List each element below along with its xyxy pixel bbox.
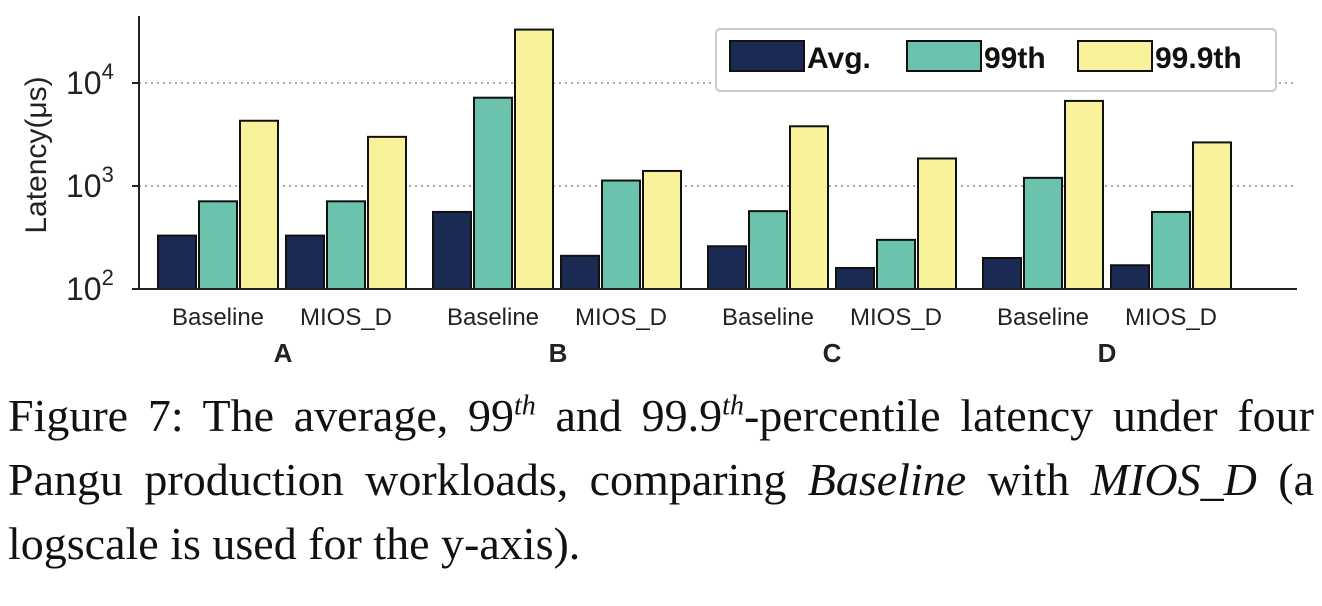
- caption-sup-th-1: th: [514, 390, 536, 422]
- bar-A-baseline-p99: [198, 200, 238, 290]
- group-label-C: C: [823, 338, 842, 368]
- caption-mid-2: -percentile latency under four Pangu pro…: [8, 390, 1314, 505]
- caption-mid-3: with: [966, 454, 1091, 505]
- y-tick-label-10000: 104: [66, 59, 114, 101]
- bar-B-mios_d-p99: [601, 179, 641, 290]
- bar-B-mios_d-avg: [560, 254, 600, 291]
- y-tick-label-1000: 103: [66, 162, 114, 204]
- bar-B-mios_d-p999: [642, 169, 682, 290]
- bar-D-mios_d-p999: [1192, 141, 1232, 290]
- legend-swatch-2: [1077, 40, 1153, 72]
- bar-C-mios_d-p99: [876, 238, 916, 290]
- x-category-label: MIOS_D: [1125, 304, 1217, 331]
- y-tick-label-100: 102: [66, 265, 114, 307]
- legend-label-2: 99.9th: [1155, 42, 1242, 75]
- x-category-label: Baseline: [447, 304, 539, 331]
- group-label-D: D: [1098, 338, 1117, 368]
- bar-C-baseline-p99: [748, 210, 788, 290]
- bar-C-baseline-p999: [789, 125, 829, 290]
- legend-label-1: 99th: [984, 42, 1046, 75]
- bar-D-baseline-p999: [1064, 99, 1104, 291]
- bar-A-baseline-p999: [239, 119, 279, 290]
- group-label-A: A: [274, 338, 293, 368]
- bar-B-baseline-avg: [432, 210, 472, 290]
- bar-D-mios_d-p99: [1151, 210, 1191, 290]
- bar-B-baseline-p99: [473, 96, 513, 291]
- legend-label-0: Avg.: [807, 42, 871, 75]
- caption-mid-1: and 99.9: [535, 390, 723, 441]
- legend-swatch-0: [729, 40, 805, 72]
- x-category-label: Baseline: [172, 304, 264, 331]
- bar-A-mios_d-p99: [326, 200, 366, 290]
- axes-layer: [138, 16, 1297, 290]
- caption-mios-d: MIOS_D: [1090, 454, 1257, 505]
- bar-D-mios_d-avg: [1110, 264, 1150, 291]
- y-ticks: 102 103 104: [66, 59, 139, 307]
- caption-sup-th-2: th: [722, 390, 744, 422]
- legend: Avg. 99th 99.9th: [715, 28, 1277, 92]
- caption-suffix: (a logscale is used for the y-axis).: [8, 454, 1314, 569]
- x-category-label: Baseline: [722, 304, 814, 331]
- x-category-label: MIOS_D: [850, 304, 942, 331]
- y-axis-label: Latency(μs): [20, 76, 53, 233]
- bars-layer: [157, 28, 1232, 291]
- grid-layer: [139, 82, 1297, 187]
- bar-C-baseline-avg: [707, 245, 747, 291]
- x-category-label: MIOS_D: [575, 304, 667, 331]
- figure-caption: Figure 7: The average, 99th and 99.9th-p…: [8, 384, 1314, 576]
- bar-D-baseline-avg: [982, 256, 1022, 290]
- group-label-B: B: [549, 338, 568, 368]
- caption-prefix: Figure 7: The average, 99: [8, 390, 514, 441]
- bar-D-baseline-p99: [1023, 176, 1063, 290]
- bar-A-mios_d-p999: [367, 135, 407, 290]
- x-category-label: MIOS_D: [300, 304, 392, 331]
- bar-A-baseline-avg: [157, 234, 197, 290]
- bar-B-baseline-p999: [514, 28, 554, 290]
- x-group-labels: A B C D: [274, 338, 1117, 368]
- x-category-label: Baseline: [997, 304, 1089, 331]
- caption-baseline: Baseline: [807, 454, 967, 505]
- x-category-labels: Baseline MIOS_D Baseline MIOS_D Baseline MIOS…: [172, 304, 1217, 331]
- legend-swatch-1: [906, 40, 982, 72]
- bar-C-mios_d-avg: [835, 266, 875, 291]
- bar-C-mios_d-p999: [917, 157, 957, 290]
- bar-A-mios_d-avg: [285, 234, 325, 290]
